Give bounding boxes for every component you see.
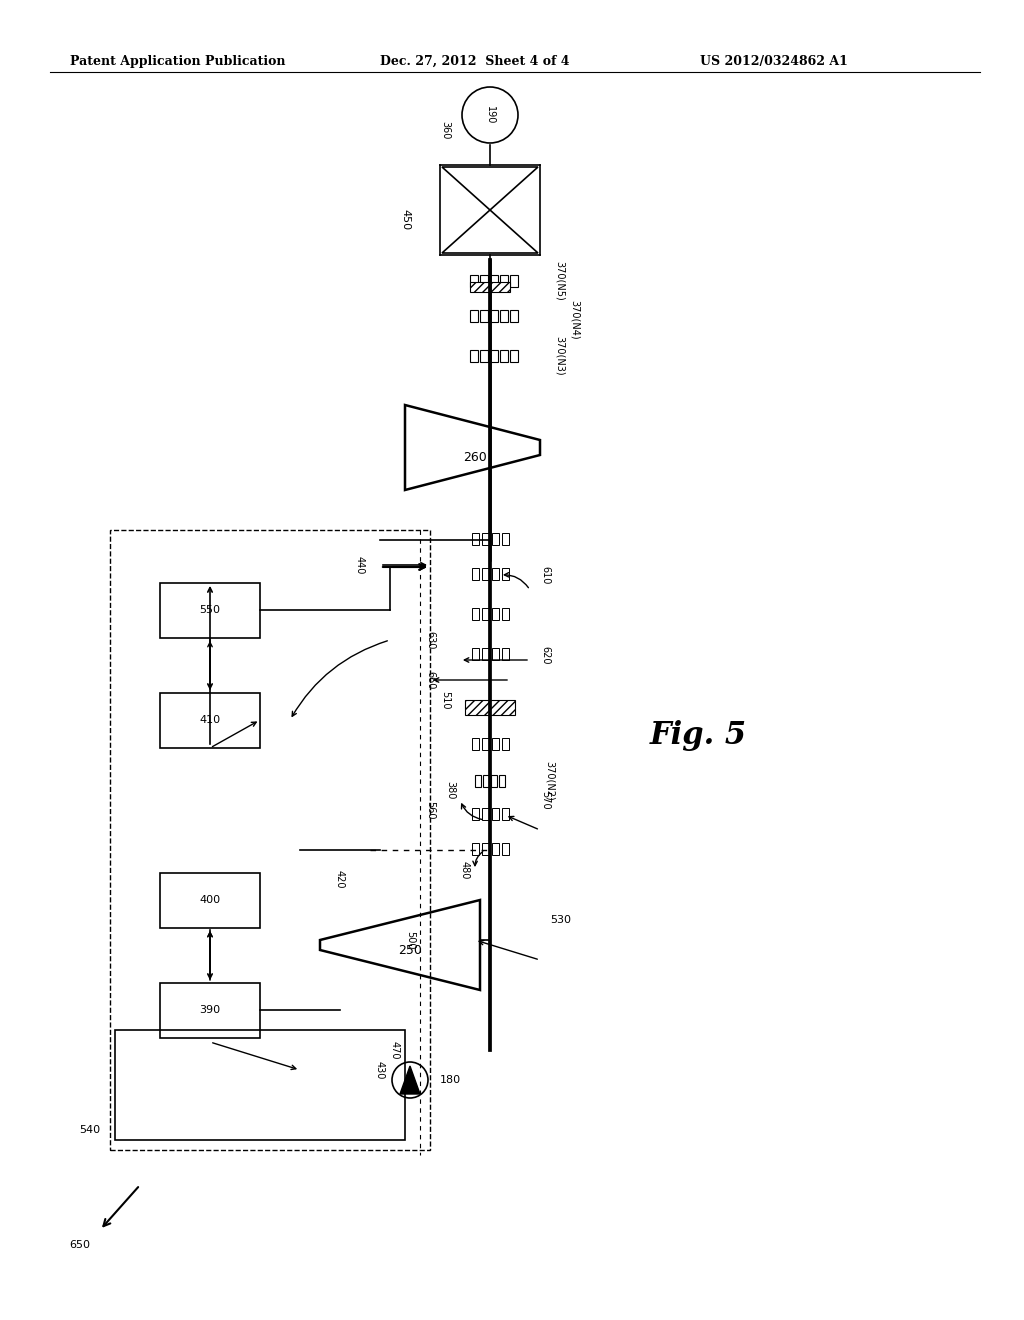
Bar [470, 275, 478, 286]
Text: 400: 400 [200, 895, 220, 906]
Bar [481, 808, 488, 820]
Bar [510, 275, 518, 286]
Bar [502, 533, 509, 545]
Text: 410: 410 [200, 715, 220, 725]
Bar [160, 873, 260, 928]
Bar [481, 648, 488, 660]
Bar [492, 843, 499, 855]
Bar [481, 568, 488, 579]
Text: 440: 440 [355, 556, 365, 574]
Bar [471, 738, 478, 750]
Text: 450: 450 [400, 210, 410, 231]
Bar [115, 1030, 406, 1140]
Bar [490, 350, 498, 362]
Bar [471, 533, 478, 545]
Text: 360: 360 [440, 121, 450, 139]
Text: 630: 630 [425, 631, 435, 649]
Polygon shape [400, 1067, 420, 1094]
Bar [471, 648, 478, 660]
Text: 560: 560 [425, 801, 435, 820]
Bar [492, 648, 499, 660]
Bar [160, 982, 260, 1038]
Text: 530: 530 [550, 915, 571, 925]
Text: 190: 190 [485, 106, 495, 124]
Text: 390: 390 [200, 1005, 220, 1015]
Text: 620: 620 [540, 645, 550, 664]
Bar [470, 350, 478, 362]
Bar [470, 282, 510, 292]
Bar [483, 775, 489, 787]
Bar [490, 275, 498, 286]
Bar [500, 350, 508, 362]
Bar [471, 568, 478, 579]
Text: 430: 430 [375, 1061, 385, 1080]
Bar [481, 843, 488, 855]
Bar [500, 310, 508, 322]
Bar [502, 609, 509, 620]
Text: 550: 550 [200, 605, 220, 615]
Text: Dec. 27, 2012  Sheet 4 of 4: Dec. 27, 2012 Sheet 4 of 4 [380, 55, 569, 69]
Text: Patent Application Publication: Patent Application Publication [70, 55, 286, 69]
Text: 570: 570 [540, 791, 550, 809]
Text: US 2012/0324862 A1: US 2012/0324862 A1 [700, 55, 848, 69]
Text: 380: 380 [445, 781, 455, 799]
Bar [160, 693, 260, 747]
Text: 650: 650 [70, 1239, 90, 1250]
Text: 500: 500 [406, 931, 415, 949]
Bar [480, 310, 488, 322]
Text: 420: 420 [335, 870, 345, 888]
Bar [481, 738, 488, 750]
Bar [160, 582, 260, 638]
Text: 250: 250 [398, 944, 422, 957]
Bar [110, 531, 430, 1150]
Bar [500, 275, 508, 286]
Bar [492, 738, 499, 750]
Bar [502, 843, 509, 855]
Text: Fig. 5: Fig. 5 [650, 719, 748, 751]
Bar [480, 275, 488, 286]
Text: 370(N3): 370(N3) [555, 337, 565, 376]
Bar [499, 775, 505, 787]
Bar [502, 808, 509, 820]
Bar [471, 609, 478, 620]
Bar [492, 533, 499, 545]
Text: 510: 510 [440, 690, 450, 709]
Bar [502, 648, 509, 660]
Text: 480: 480 [460, 861, 470, 879]
Text: 260: 260 [463, 451, 486, 465]
Bar [490, 310, 498, 322]
Text: 610: 610 [540, 566, 550, 585]
Bar [471, 843, 478, 855]
Bar [492, 568, 499, 579]
Text: 180: 180 [440, 1074, 461, 1085]
Text: 370(N4): 370(N4) [570, 300, 580, 339]
Text: 370(N2): 370(N2) [545, 762, 555, 801]
Bar [492, 808, 499, 820]
Text: 540: 540 [79, 1125, 100, 1135]
Bar [481, 609, 488, 620]
Bar [510, 350, 518, 362]
Bar [490, 775, 497, 787]
Bar [502, 568, 509, 579]
Text: 370(N5): 370(N5) [555, 261, 565, 301]
Bar [465, 700, 515, 715]
Bar [502, 738, 509, 750]
Bar [510, 310, 518, 322]
Text: 660: 660 [425, 671, 435, 689]
Bar [480, 350, 488, 362]
Bar [475, 775, 481, 787]
Bar [492, 609, 499, 620]
Bar [470, 310, 478, 322]
Bar [481, 533, 488, 545]
Bar [471, 808, 478, 820]
Text: 470: 470 [390, 1040, 400, 1059]
